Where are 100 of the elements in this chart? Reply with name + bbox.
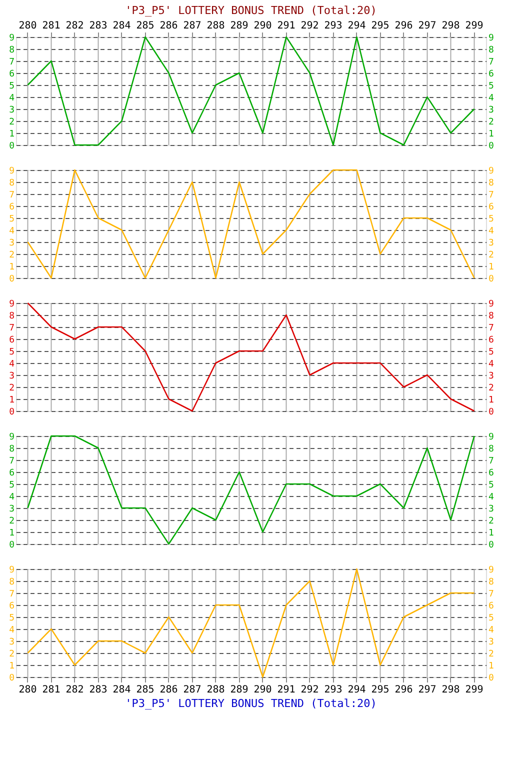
x-tick-label: 287: [183, 20, 202, 32]
y2-tick-label: 3: [488, 372, 494, 382]
x-tick-label: 288: [206, 20, 225, 32]
y-tick-label: 7: [9, 590, 14, 600]
y-tick-label: 5: [9, 82, 14, 92]
y-tick-label: 3: [9, 372, 14, 382]
y2-tick-label: 7: [488, 324, 494, 334]
y-tick-label: 4: [9, 226, 14, 236]
x-tick-label: 283: [89, 684, 108, 696]
y-tick-label: 4: [9, 360, 14, 370]
x-tick-label: 282: [66, 20, 84, 32]
y2-tick-label: 8: [488, 46, 494, 56]
y-tick-label: 8: [9, 312, 14, 322]
y-tick-label: 1: [9, 262, 14, 272]
y-tick-label: 8: [9, 578, 14, 588]
y2-tick-label: 2: [488, 384, 494, 394]
y-tick-label: 7: [9, 324, 14, 334]
x-tick-label: 289: [230, 20, 248, 32]
y-tick-label: 7: [9, 456, 14, 466]
y-tick-label: 8: [9, 46, 14, 56]
y-tick-label: 9: [9, 300, 14, 310]
x-tick-label: 281: [42, 20, 60, 32]
y-tick-label: 3: [9, 638, 14, 648]
x-tick-label: 288: [206, 684, 225, 696]
y-tick-label: 2: [9, 384, 14, 394]
x-tick-label: 293: [324, 684, 342, 696]
y2-tick-label: 5: [488, 480, 494, 490]
y2-tick-label: 5: [488, 82, 494, 92]
y-tick-label: 2: [9, 250, 14, 260]
x-tick-label: 292: [300, 20, 319, 32]
y-tick-label: 8: [9, 444, 14, 454]
x-tick-label: 296: [394, 684, 413, 696]
x-tick-label: 290: [254, 20, 272, 32]
y-tick-label: 9: [9, 34, 14, 44]
y2-tick-label: 0: [488, 540, 494, 550]
y-tick-label: 6: [9, 602, 14, 612]
y-tick-label: 1: [9, 396, 14, 406]
y-tick-label: 3: [9, 106, 14, 116]
y-tick-label: 9: [9, 432, 14, 442]
x-tick-label: 280: [18, 684, 37, 696]
y2-tick-label: 4: [488, 626, 494, 636]
x-tick-label: 284: [112, 684, 131, 696]
x-tick-label: 285: [136, 684, 154, 696]
y-tick-label: 1: [9, 662, 14, 672]
y-tick-label: 4: [9, 626, 14, 636]
y-tick-label: 7: [9, 190, 14, 200]
y2-tick-label: 3: [488, 504, 494, 514]
x-tick-label: 286: [160, 20, 178, 32]
x-tick-label: 293: [324, 20, 342, 32]
y2-tick-label: 3: [488, 638, 494, 648]
y2-tick-label: 7: [488, 456, 494, 466]
y2-tick-label: 0: [488, 274, 494, 284]
y2-tick-label: 6: [488, 336, 494, 346]
y2-tick-label: 1: [488, 130, 494, 140]
y2-tick-label: 2: [488, 118, 494, 128]
y-tick-label: 6: [9, 202, 14, 212]
x-tick-label: 298: [442, 684, 460, 696]
y-tick-label: 2: [9, 516, 14, 526]
y2-tick-label: 6: [488, 202, 494, 212]
y2-tick-label: 0: [488, 142, 494, 152]
y2-tick-label: 8: [488, 444, 494, 454]
y-tick-label: 8: [9, 178, 14, 188]
x-tick-label: 299: [465, 684, 484, 696]
line-series: [27, 36, 475, 146]
y2-tick-label: 7: [488, 190, 494, 200]
x-tick-label: 298: [442, 20, 460, 32]
y2-tick-label: 9: [488, 566, 494, 576]
y-tick-label: 1: [9, 528, 14, 538]
x-tick-label: 290: [254, 684, 272, 696]
chart-title: 'P3_P5' LOTTERY BONUS TREND (Total:20): [125, 4, 377, 17]
y2-tick-label: 7: [488, 590, 494, 600]
x-tick-label: 294: [348, 684, 366, 696]
y2-tick-label: 7: [488, 58, 494, 68]
x-tick-label: 287: [183, 684, 202, 696]
x-tick-label: 280: [18, 20, 37, 32]
x-tick-label: 294: [348, 20, 366, 32]
x-tick-label: 283: [89, 20, 108, 32]
y2-tick-label: 4: [488, 226, 494, 236]
y2-tick-label: 0: [488, 674, 494, 684]
x-tick-label: 297: [418, 20, 436, 32]
x-tick-label: 281: [42, 684, 60, 696]
y2-tick-label: 3: [488, 106, 494, 116]
y2-tick-label: 1: [488, 528, 494, 538]
x-tick-label: 291: [277, 684, 296, 696]
y2-tick-label: 6: [488, 602, 494, 612]
x-tick-label: 292: [300, 684, 319, 696]
y2-tick-label: 1: [488, 396, 494, 406]
x-tick-label: 284: [112, 20, 131, 32]
y-tick-label: 0: [9, 674, 14, 684]
y-tick-label: 0: [9, 142, 14, 152]
y-tick-label: 5: [9, 214, 14, 224]
y-tick-label: 5: [9, 348, 14, 358]
y2-tick-label: 8: [488, 178, 494, 188]
x-tick-label: 297: [418, 684, 436, 696]
y2-tick-label: 4: [488, 94, 494, 104]
y-tick-label: 6: [9, 336, 14, 346]
y-tick-label: 9: [9, 166, 14, 176]
y2-tick-label: 5: [488, 214, 494, 224]
x-tick-label: 286: [160, 684, 178, 696]
x-tick-label: 299: [465, 20, 484, 32]
